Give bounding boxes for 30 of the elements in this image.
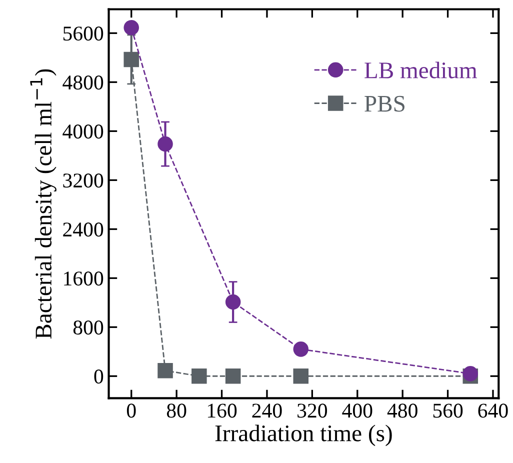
x-axis-title: Irradiation time (s) (215, 424, 392, 446)
x-tick-label: 640 (478, 404, 508, 418)
point (225, 294, 241, 310)
y-tick-label: 800 (73, 320, 104, 335)
legend-label: LB medium (364, 62, 478, 78)
y-tick-label: 4000 (62, 124, 104, 139)
x-tick-label: 160 (208, 404, 237, 418)
legend-label: PBS (364, 96, 404, 112)
x-tick-label: 400 (342, 404, 372, 418)
point (293, 368, 309, 384)
point (192, 368, 207, 384)
y-tick-label: 3200 (63, 174, 104, 188)
point (293, 342, 309, 357)
y-tick-label: 0 (94, 370, 104, 384)
x-tick-label: 320 (298, 404, 327, 418)
x-tick-label: 80 (166, 404, 186, 418)
y-tick-label: 2400 (63, 222, 104, 237)
y-axis-title: Bacterial density (cell ml$^{−1}$) (30, 69, 56, 339)
point (124, 20, 139, 36)
y-tick-label: 4800 (62, 76, 104, 90)
x-tick-label: 240 (252, 404, 282, 418)
point (124, 52, 139, 68)
x-tick-label: 0 (126, 404, 136, 418)
y-tick-label: 1600 (64, 272, 104, 286)
point (158, 136, 173, 152)
point (225, 368, 241, 384)
x-tick-label: 560 (433, 404, 463, 418)
x-tick-label: 480 (387, 404, 418, 418)
point (158, 362, 173, 378)
y-tick-label: 5600 (63, 26, 104, 41)
